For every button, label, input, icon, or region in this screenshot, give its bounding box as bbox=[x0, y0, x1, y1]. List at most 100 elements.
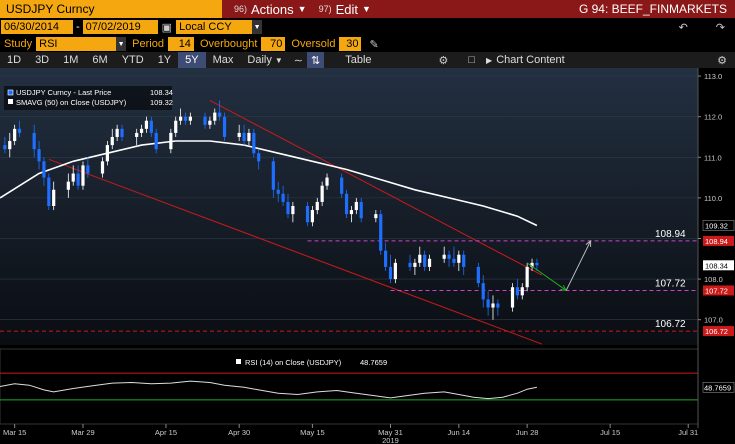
candle-body bbox=[491, 303, 495, 308]
redo-icon[interactable]: ↷ bbox=[715, 21, 725, 34]
candle-body bbox=[349, 210, 354, 215]
level-label: 107.72 bbox=[655, 278, 686, 289]
price-tag-label: 107.72 bbox=[705, 286, 728, 295]
candle-body bbox=[81, 165, 85, 186]
date-range-bar: 06/30/2014 - 07/02/2019 ▣ Local CCY ▼ ↶ … bbox=[0, 18, 735, 36]
start-date-field[interactable]: 06/30/2014 bbox=[1, 20, 73, 34]
channel-lower-line bbox=[48, 158, 542, 345]
rsi-tag-label: 48.7659 bbox=[704, 383, 731, 392]
channel-upper-line bbox=[209, 99, 543, 276]
candle-body bbox=[418, 254, 422, 263]
arrow-line bbox=[565, 240, 592, 291]
rsi-legend-value: 48.7659 bbox=[360, 358, 387, 367]
ticker-field[interactable]: USDJPY Curncy bbox=[0, 0, 222, 18]
overbought-label: Overbought bbox=[199, 38, 258, 50]
edit-menu[interactable]: 97) Edit ▼ bbox=[319, 2, 371, 17]
interval-select[interactable]: Daily ▼ bbox=[240, 52, 289, 68]
level-label: 106.72 bbox=[655, 319, 686, 330]
line-chart-icon[interactable]: ∼ bbox=[293, 54, 303, 67]
range-tab-5y[interactable]: 5Y bbox=[178, 52, 206, 68]
candle-body bbox=[276, 189, 280, 194]
range-tab-1m[interactable]: 1M bbox=[63, 54, 79, 66]
candle-body bbox=[310, 210, 314, 223]
range-tab-3d[interactable]: 3D bbox=[35, 54, 50, 66]
edit-number: 97) bbox=[318, 4, 332, 14]
table-button[interactable]: Table bbox=[338, 52, 378, 68]
rsi-legend-box bbox=[232, 356, 392, 368]
candle-body bbox=[149, 120, 153, 133]
candle-body bbox=[135, 132, 139, 137]
study-dropdown-icon[interactable]: ▼ bbox=[116, 37, 127, 51]
legend-swatch-price bbox=[7, 89, 14, 96]
undo-icon[interactable]: ↶ bbox=[678, 21, 688, 34]
candle-body bbox=[3, 145, 7, 150]
candle-chart-icon[interactable]: ⇅ bbox=[307, 52, 325, 68]
sma-50-line bbox=[0, 140, 538, 227]
candle-body bbox=[344, 193, 349, 215]
range-tab-ytd[interactable]: YTD bbox=[121, 54, 144, 66]
range-tab-1y[interactable]: 1Y bbox=[157, 54, 172, 66]
candle-body bbox=[442, 254, 446, 259]
candle-body bbox=[305, 206, 310, 223]
candle-body bbox=[86, 165, 90, 174]
candle-body bbox=[379, 214, 383, 251]
candle-body bbox=[154, 132, 158, 150]
currency-dropdown-icon[interactable]: ▼ bbox=[252, 20, 263, 34]
settings-sliders-icon[interactable]: ⚙ bbox=[438, 54, 449, 67]
chart-toolbar: 1D 3D 1M 6M YTD 1Y 5Y Max Daily ▼ ∼ ⇅ Table ⚙ □… bbox=[0, 52, 735, 68]
period-field[interactable]: 14 bbox=[167, 37, 194, 51]
x-tick-label: Mar 29 bbox=[71, 428, 94, 437]
candle-body bbox=[32, 132, 36, 150]
actions-number: 96) bbox=[234, 4, 248, 14]
candle-body bbox=[530, 262, 534, 267]
candle-body bbox=[496, 303, 500, 308]
study-value: RSI bbox=[39, 38, 58, 50]
candle-body bbox=[462, 254, 466, 267]
candle-body bbox=[359, 201, 363, 219]
range-tab-1d[interactable]: 1D bbox=[7, 54, 22, 66]
candle-body bbox=[115, 128, 119, 137]
candle-body bbox=[203, 116, 207, 125]
price-tag-label: 108.34 bbox=[705, 261, 728, 270]
price-tag-label: 106.72 bbox=[705, 327, 728, 336]
candle-body bbox=[8, 141, 12, 150]
expand-icon[interactable]: □ bbox=[468, 54, 476, 66]
actions-menu[interactable]: 96) Actions ▼ bbox=[234, 2, 307, 17]
legend-price-value: 108.34 bbox=[150, 88, 173, 97]
candle-body bbox=[374, 214, 378, 219]
legend-swatch-sma bbox=[8, 99, 13, 104]
candle-body bbox=[52, 189, 56, 206]
calendar-icon[interactable]: ▣ bbox=[161, 21, 173, 34]
gear-icon[interactable]: ⚙ bbox=[717, 54, 727, 67]
x-tick-label: May 31 bbox=[378, 428, 403, 437]
arrow-head bbox=[585, 239, 592, 247]
candle-body bbox=[535, 262, 539, 266]
range-tab-6m[interactable]: 6M bbox=[92, 54, 108, 66]
candle-body bbox=[252, 132, 256, 154]
chart-content-button[interactable]: ▶ Chart Content bbox=[479, 52, 572, 68]
candle-body bbox=[325, 177, 329, 186]
currency-field[interactable]: Local CCY bbox=[176, 20, 253, 34]
y-tick-label: 111.0 bbox=[704, 153, 722, 162]
candle-body bbox=[520, 287, 524, 296]
study-field[interactable]: RSI bbox=[36, 37, 117, 51]
arrow-line bbox=[526, 262, 567, 291]
candle-body bbox=[423, 254, 427, 267]
candle-body bbox=[71, 173, 75, 182]
candle-body bbox=[510, 287, 515, 308]
price-tag-label: 109.32 bbox=[705, 221, 728, 230]
candle-body bbox=[208, 120, 212, 125]
oversold-field[interactable]: 30 bbox=[339, 37, 362, 51]
candle-body bbox=[66, 181, 70, 190]
range-tab-max[interactable]: Max bbox=[212, 54, 234, 66]
end-date-field[interactable]: 07/02/2019 bbox=[82, 20, 158, 34]
candle-body bbox=[13, 128, 17, 142]
overbought-field[interactable]: 70 bbox=[261, 37, 286, 51]
candle-body bbox=[271, 161, 275, 190]
price-tag bbox=[702, 220, 735, 231]
candle-body bbox=[218, 112, 222, 117]
pencil-icon[interactable]: ✎ bbox=[369, 38, 379, 51]
interval-value: Daily bbox=[247, 54, 272, 66]
